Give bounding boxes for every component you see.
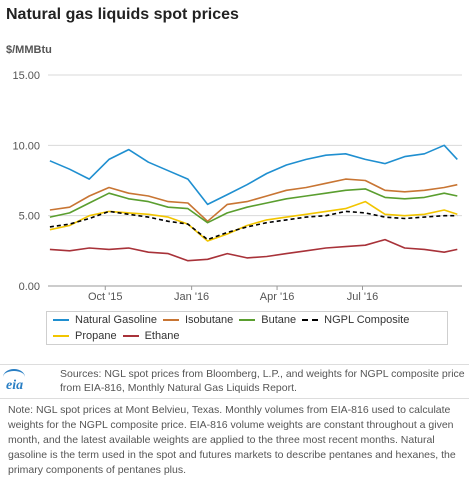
series-line-ngpl-composite	[49, 210, 458, 241]
y-tick-label: 0.00	[19, 281, 40, 293]
x-tick-label: Jan '16	[174, 291, 209, 303]
legend-item-natural-gasoline: Natural Gasoline	[53, 314, 157, 326]
legend-swatch	[53, 319, 69, 321]
y-axis-unit: $/MMBtu	[6, 44, 52, 56]
legend-item-butane: Butane	[239, 314, 296, 326]
legend-label: Butane	[261, 314, 297, 326]
legend-label: Isobutane	[184, 314, 234, 326]
legend-item-ngpl-composite: NGPL Composite	[302, 314, 409, 326]
legend-swatch	[302, 319, 319, 321]
series-line-natural-gasoline	[49, 144, 458, 206]
series-line-ethane	[49, 238, 458, 262]
line-chart: 0.00 5.00 10.00 15.00 Oct '15 Jan '16 Apr '16 J…	[12, 70, 462, 303]
eia-logo-arc-icon	[3, 369, 25, 385]
legend-label: Propane	[75, 330, 117, 342]
legend-swatch	[122, 335, 139, 337]
chart-legend: Natural Gasoline Isobutane Butane NGPL C…	[46, 311, 448, 345]
legend-item-isobutane: Isobutane	[162, 314, 234, 326]
x-tick-label: Oct '15	[88, 291, 123, 303]
legend-label: Natural Gasoline	[75, 314, 157, 326]
legend-label: Ethane	[144, 330, 180, 342]
legend-row-2: Propane Ethane	[47, 328, 447, 344]
y-tick-label: 15.00	[12, 70, 40, 82]
y-tick-label: 10.00	[12, 140, 40, 152]
legend-swatch	[239, 319, 256, 321]
legend-label: NGPL Composite	[324, 314, 410, 326]
note-section: Note: NGL spot prices at Mont Belvieu, T…	[0, 398, 469, 483]
eia-logo: eia	[6, 378, 24, 393]
series-line-butane	[49, 188, 458, 224]
legend-item-propane: Propane	[53, 330, 117, 342]
page-title: Natural gas liquids spot prices	[6, 6, 239, 23]
legend-swatch	[53, 335, 69, 337]
legend-item-ethane: Ethane	[122, 330, 180, 342]
series-line-propane	[49, 200, 458, 242]
series-line-isobutane	[49, 178, 458, 223]
legend-row-1: Natural Gasoline Isobutane Butane NGPL C…	[47, 312, 447, 328]
legend-swatch	[162, 319, 179, 321]
sources-text: Sources: NGL spot prices from Bloomberg,…	[60, 368, 465, 394]
x-tick-label: Jul '16	[347, 291, 378, 303]
y-tick-label: 5.00	[19, 211, 40, 223]
sources-section: eia Sources: NGL spot prices from Bloomb…	[0, 364, 469, 397]
note-text: Note: NGL spot prices at Mont Belvieu, T…	[8, 404, 456, 476]
x-tick-label: Apr '16	[260, 291, 295, 303]
